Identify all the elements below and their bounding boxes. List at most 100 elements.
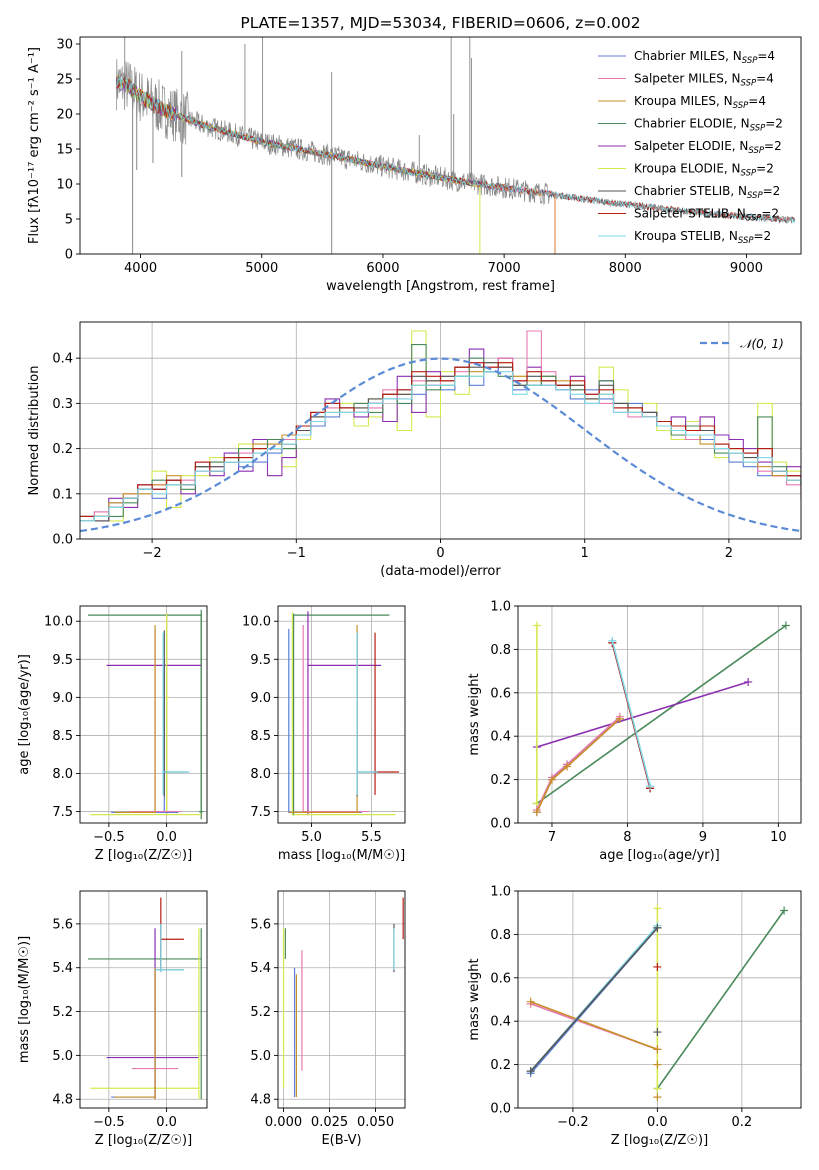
y-tick-label: 8.0 bbox=[52, 767, 73, 782]
x-axis-label: (data-model)/error bbox=[380, 564, 501, 579]
y-tick-label: 7.5 bbox=[52, 805, 73, 820]
y-tick-label: 20 bbox=[56, 108, 73, 123]
y-tick-label: 8.0 bbox=[250, 767, 271, 782]
y-tick-label: 0.2 bbox=[490, 1058, 511, 1073]
y-tick-label: 0 bbox=[65, 248, 73, 263]
x-tick-label: 2 bbox=[725, 546, 733, 561]
axes-age-vs-Z: −0.5 0.0 7.5 8.0 8.5 9.0 9.5 10.0 Z [log₁₀(Z/Z☉)… bbox=[17, 605, 208, 863]
x-axis-label: E(B-V) bbox=[321, 1133, 361, 1148]
point-marker bbox=[526, 1067, 535, 1076]
hist-salpeter-stelib bbox=[80, 362, 801, 517]
axes-frame bbox=[517, 605, 802, 824]
y-tick-label: 0.2 bbox=[52, 442, 73, 457]
x-tick-label: 5.5 bbox=[361, 830, 382, 845]
y-tick-label: 7.5 bbox=[250, 805, 271, 820]
point-marker bbox=[653, 1084, 662, 1093]
y-axis-label: mass weight bbox=[467, 673, 482, 755]
point-marker bbox=[547, 775, 556, 784]
axes-frame bbox=[79, 36, 802, 255]
y-tick-label: 0.2 bbox=[490, 773, 511, 788]
point-marker bbox=[608, 636, 617, 645]
x-tick-label: 7000 bbox=[488, 261, 521, 276]
x-axis-label: mass [log₁₀(M/M☉)] bbox=[278, 848, 405, 863]
plot-area bbox=[278, 606, 405, 823]
y-tick-label: 15 bbox=[56, 143, 73, 158]
point-marker bbox=[781, 621, 790, 630]
x-tick-label: 0.0 bbox=[647, 1115, 668, 1130]
hist-salpeter-elodie bbox=[80, 348, 801, 522]
y-tick-label: 5 bbox=[65, 213, 73, 228]
plot-area bbox=[80, 606, 207, 823]
point-marker bbox=[532, 808, 541, 817]
y-tick-label: 0.1 bbox=[52, 487, 73, 502]
y-tick-label: 10.0 bbox=[242, 615, 271, 630]
legend-label: Chabrier MILES, NSSP=4 bbox=[634, 49, 775, 66]
line-chabrier-stelib bbox=[530, 927, 658, 1072]
axes-residuals: −2 −1 0 1 2 0.0 0.1 0.2 0.3 0.4 (data-model)/error… bbox=[27, 321, 802, 579]
legend-label: Kroupa MILES, NSSP=4 bbox=[634, 94, 766, 111]
x-tick-label: 0.2 bbox=[732, 1115, 753, 1130]
point-marker bbox=[653, 962, 662, 971]
x-tick-label: 0 bbox=[436, 546, 444, 561]
y-tick-label: 9.0 bbox=[250, 691, 271, 706]
x-axis-label: wavelength [Angstrom, rest frame] bbox=[326, 279, 555, 294]
plot-area bbox=[518, 891, 801, 1108]
x-tick-label: −0.2 bbox=[557, 1115, 589, 1130]
y-axis-label: mass weight bbox=[467, 958, 482, 1040]
y-axis-label: mass [log₁₀(M/M☉)] bbox=[17, 936, 32, 1063]
y-tick-label: 8.5 bbox=[52, 729, 73, 744]
y-tick-label: 4.8 bbox=[52, 1093, 73, 1108]
y-tick-label: 5.6 bbox=[250, 917, 271, 932]
y-tick-label: 5.2 bbox=[52, 1005, 73, 1020]
point-marker bbox=[653, 1060, 662, 1069]
y-tick-label: 5.4 bbox=[52, 961, 73, 976]
x-tick-label: 10 bbox=[770, 830, 787, 845]
axes-frame bbox=[79, 605, 208, 824]
legend-label: Salpeter STELIB, NSSP=2 bbox=[634, 207, 779, 224]
x-tick-label: 4000 bbox=[124, 261, 157, 276]
hist-chabrier-stelib bbox=[80, 362, 801, 522]
legend-label: Salpeter ELODIE, NSSP=2 bbox=[634, 139, 782, 156]
axes-weight-vs-Z: −0.2 0.0 0.2 0.0 0.2 0.4 0.6 0.8 1.0 Z [log₁₀(Z/Z… bbox=[467, 885, 802, 1148]
x-tick-label: 5.0 bbox=[301, 830, 322, 845]
y-tick-label: 8.5 bbox=[250, 729, 271, 744]
x-tick-label: 0.0 bbox=[156, 830, 177, 845]
y-tick-label: 9.5 bbox=[250, 653, 271, 668]
axes-weight-vs-age: 7 8 9 10 0.0 0.2 0.4 0.6 0.8 1.0 age [log₁₀(age/yr… bbox=[467, 600, 802, 863]
x-tick-label: 6000 bbox=[366, 261, 399, 276]
hist-chabrier-elodie bbox=[80, 344, 801, 522]
y-tick-label: 0.8 bbox=[490, 928, 511, 943]
y-tick-label: 1.0 bbox=[490, 600, 511, 615]
line-kroupa-miles bbox=[536, 718, 621, 813]
y-tick-label: 25 bbox=[56, 73, 73, 88]
x-axis-label: Z [log₁₀(Z/Z☉)] bbox=[611, 1133, 708, 1148]
point-marker bbox=[744, 677, 753, 686]
point-marker bbox=[563, 762, 572, 771]
point-marker bbox=[653, 904, 662, 913]
y-tick-label: 0.4 bbox=[490, 1015, 511, 1030]
x-tick-label: 0.050 bbox=[357, 1115, 394, 1130]
hist-kroupa-miles bbox=[80, 362, 801, 517]
legend-label: Salpeter MILES, NSSP=4 bbox=[634, 72, 774, 89]
axes-mass-vs-Z: −0.5 0.0 4.8 5.0 5.2 5.4 5.6 Z [log₁₀(Z/Z☉)] mas… bbox=[17, 890, 208, 1148]
y-tick-label: 0.4 bbox=[490, 730, 511, 745]
y-tick-label: 9.5 bbox=[52, 653, 73, 668]
line-salpeter-elodie bbox=[536, 681, 749, 748]
legend-label: Kroupa ELODIE, NSSP=2 bbox=[634, 162, 774, 179]
y-tick-label: 0.6 bbox=[490, 971, 511, 986]
x-tick-label: −0.5 bbox=[93, 1115, 125, 1130]
plot-area bbox=[80, 322, 801, 539]
x-tick-label: 9 bbox=[699, 830, 707, 845]
legend-label: Chabrier STELIB, NSSP=2 bbox=[634, 184, 780, 201]
axes-age-vs-mass: 5.0 5.5 7.5 8.0 8.5 9.0 9.5 10.0 mass [log₁₀(M/M… bbox=[242, 605, 406, 863]
hist-kroupa-stelib bbox=[80, 371, 801, 522]
line-kroupa-miles bbox=[530, 1000, 658, 1051]
y-tick-label: 5.4 bbox=[250, 961, 271, 976]
y-tick-label: 0.0 bbox=[490, 1102, 511, 1117]
point-marker bbox=[780, 906, 789, 915]
y-tick-label: 5.0 bbox=[52, 1049, 73, 1064]
axes-frame bbox=[277, 890, 406, 1109]
x-tick-label: 0.025 bbox=[311, 1115, 348, 1130]
line-chabrier-elodie bbox=[656, 910, 785, 1089]
x-tick-label: 0.000 bbox=[265, 1115, 302, 1130]
